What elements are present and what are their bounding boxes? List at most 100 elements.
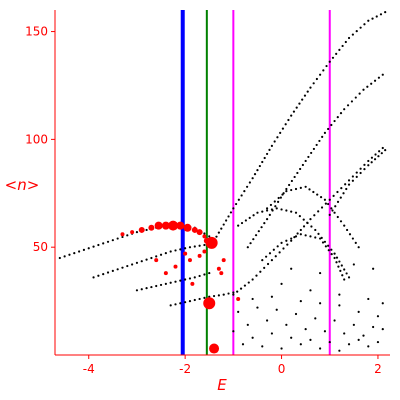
data-point	[359, 26, 362, 29]
data-point	[148, 224, 155, 231]
data-point	[225, 219, 228, 222]
data-point	[327, 127, 330, 131]
data-point	[343, 332, 346, 335]
data-point	[375, 15, 378, 18]
data-point	[309, 289, 312, 292]
data-point	[302, 218, 305, 221]
data-point	[130, 230, 135, 235]
data-point	[121, 266, 124, 269]
data-point	[259, 270, 262, 273]
data-point	[288, 183, 291, 187]
data-point	[299, 233, 302, 236]
data-point	[317, 232, 320, 235]
data-point	[303, 94, 307, 97]
data-point	[272, 248, 275, 251]
data-point	[241, 343, 245, 346]
data-point	[381, 302, 384, 305]
series-3	[169, 291, 235, 307]
data-point	[284, 123, 287, 126]
data-point	[169, 304, 172, 307]
series-11	[232, 263, 384, 352]
data-point	[179, 279, 182, 282]
data-point	[275, 308, 278, 311]
data-point	[273, 140, 276, 143]
data-point	[190, 281, 195, 286]
data-point	[336, 200, 340, 204]
data-point	[319, 347, 322, 350]
data-point	[237, 224, 240, 227]
data-point	[251, 297, 254, 301]
data-point	[309, 338, 312, 342]
data-point	[198, 297, 201, 301]
data-point	[319, 237, 322, 240]
data-point	[301, 163, 304, 167]
data-point	[296, 232, 299, 235]
data-point	[330, 207, 333, 210]
data-point	[358, 92, 361, 95]
data-point	[203, 243, 206, 247]
data-point	[237, 198, 240, 201]
data-point	[377, 76, 381, 79]
data-point	[263, 266, 266, 269]
data-point	[145, 228, 148, 232]
x-tick-label: -4	[83, 362, 95, 376]
data-point	[324, 202, 327, 205]
data-point	[282, 247, 285, 250]
data-point	[320, 206, 324, 209]
data-point	[340, 264, 343, 267]
data-point	[327, 244, 330, 247]
data-point	[381, 328, 384, 331]
data-point	[377, 155, 380, 158]
data-point	[328, 340, 331, 344]
data-point	[342, 192, 345, 195]
data-point	[247, 281, 250, 284]
data-point	[294, 235, 298, 238]
data-point	[232, 293, 235, 296]
data-point	[302, 225, 306, 228]
data-point	[366, 85, 369, 88]
data-point	[350, 100, 354, 103]
data-point	[203, 296, 206, 299]
data-point	[276, 136, 279, 139]
data-point	[163, 271, 168, 276]
ticks: -4 -2 0 2 50 100 150	[25, 25, 382, 376]
data-point	[328, 60, 331, 63]
data-point	[343, 278, 346, 281]
data-point	[314, 228, 317, 232]
data-point	[255, 274, 258, 277]
data-point	[373, 158, 377, 161]
data-point	[222, 223, 225, 226]
data-point	[378, 150, 381, 153]
data-point	[174, 249, 177, 252]
data-point	[205, 236, 218, 249]
data-point	[373, 79, 377, 82]
data-point	[347, 183, 351, 186]
data-point	[367, 159, 370, 163]
series-4	[212, 11, 387, 242]
data-point	[294, 187, 298, 191]
data-point	[209, 343, 220, 354]
data-point	[357, 310, 360, 313]
data-point	[298, 215, 301, 218]
data-point	[252, 238, 255, 241]
data-point	[290, 336, 293, 339]
data-point	[333, 252, 336, 255]
data-point	[351, 33, 354, 36]
data-point	[280, 208, 283, 211]
data-point	[280, 241, 283, 244]
data-point	[333, 211, 336, 214]
data-point	[339, 220, 343, 223]
data-point	[246, 323, 249, 326]
data-point	[203, 273, 206, 276]
data-point	[243, 284, 247, 287]
data-point	[293, 175, 296, 179]
data-point	[344, 40, 347, 44]
data-point	[229, 211, 233, 214]
data-point	[254, 234, 258, 237]
data-point	[309, 218, 312, 221]
data-point	[239, 287, 243, 290]
data-point	[341, 274, 344, 277]
data-point	[285, 187, 288, 191]
data-point	[256, 306, 259, 309]
data-point	[161, 221, 170, 230]
